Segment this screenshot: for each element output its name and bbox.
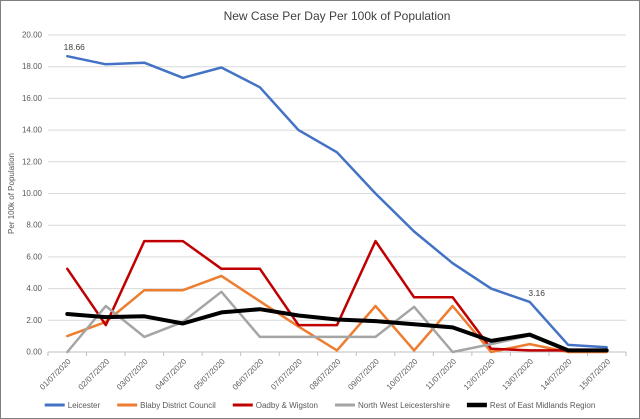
x-tick-label: 02/07/2020 bbox=[77, 357, 112, 392]
series-lines bbox=[65, 54, 609, 354]
legend-label: Leicester bbox=[68, 401, 101, 410]
x-tick-label: 13/07/2020 bbox=[500, 357, 535, 392]
x-axis-tick-labels: 01/07/2020 02/07/2020 03/07/2020 04/07/2020… bbox=[38, 357, 613, 392]
legend-label: Rest of East Midlands Region bbox=[490, 401, 595, 410]
y-axis-tick-labels: 0.00 2.00 4.00 6.00 8.00 10.00 12.00 14.00 16.00… bbox=[22, 31, 43, 357]
legend-item-rest-of-east-midlands-region: Rest of East Midlands Region bbox=[466, 401, 595, 410]
x-tick-label: 06/07/2020 bbox=[231, 357, 266, 392]
series-line-oadby-wigston bbox=[66, 239, 608, 352]
y-tick-label: 18.00 bbox=[22, 62, 43, 71]
x-tick-label: 14/07/2020 bbox=[539, 357, 574, 392]
chart-title: New Case Per Day Per 100k of Population bbox=[224, 9, 451, 23]
x-tick-label: 04/07/2020 bbox=[154, 357, 189, 392]
legend: Leicester Blaby District Council Oadby & W… bbox=[44, 401, 595, 410]
series-line-leicester bbox=[66, 54, 608, 349]
x-tick-label: 12/07/2020 bbox=[462, 357, 497, 392]
data-label: 18.66 bbox=[64, 42, 86, 52]
y-tick-label: 10.00 bbox=[22, 189, 43, 198]
y-tick-label: 0.00 bbox=[26, 348, 42, 357]
x-tick-label: 01/07/2020 bbox=[38, 357, 73, 392]
y-axis-title: Per 100k of Population bbox=[7, 153, 16, 234]
y-tick-label: 4.00 bbox=[26, 284, 42, 293]
series-line-rest-of-east-midlands-region bbox=[65, 307, 609, 353]
x-tick-label: 15/07/2020 bbox=[577, 357, 612, 392]
y-tick-label: 2.00 bbox=[26, 316, 42, 325]
x-tick-label: 08/07/2020 bbox=[308, 357, 343, 392]
y-tick-label: 20.00 bbox=[22, 31, 43, 40]
y-tick-label: 8.00 bbox=[26, 221, 42, 230]
data-labels: 18.66 3.16 bbox=[64, 42, 546, 298]
data-label: 3.16 bbox=[528, 288, 545, 298]
legend-label: Oadby & Wigston bbox=[256, 401, 318, 410]
legend-item-oadby-wigston: Oadby & Wigston bbox=[232, 401, 318, 410]
legend-label: North West Leicestershire bbox=[358, 401, 450, 410]
y-tick-label: 16.00 bbox=[22, 94, 43, 103]
series-line-blaby-district-council bbox=[66, 274, 608, 354]
x-tick-label: 05/07/2020 bbox=[192, 357, 227, 392]
x-tick-label: 07/07/2020 bbox=[269, 357, 304, 392]
x-tick-label: 11/07/2020 bbox=[424, 357, 459, 392]
gridlines bbox=[48, 34, 626, 353]
x-tick-label: 10/07/2020 bbox=[385, 357, 420, 392]
x-axis bbox=[47, 351, 627, 356]
y-tick-label: 14.00 bbox=[22, 126, 43, 135]
x-tick-label: 09/07/2020 bbox=[346, 357, 381, 392]
legend-item-north-west-leicestershire: North West Leicestershire bbox=[335, 401, 450, 410]
legend-item-leicester: Leicester bbox=[44, 401, 101, 410]
y-tick-label: 12.00 bbox=[22, 157, 43, 166]
legend-item-blaby-district-council: Blaby District Council bbox=[117, 401, 216, 410]
x-tick-label: 03/07/2020 bbox=[115, 357, 150, 392]
legend-label: Blaby District Council bbox=[140, 401, 216, 410]
y-tick-label: 6.00 bbox=[26, 252, 42, 261]
